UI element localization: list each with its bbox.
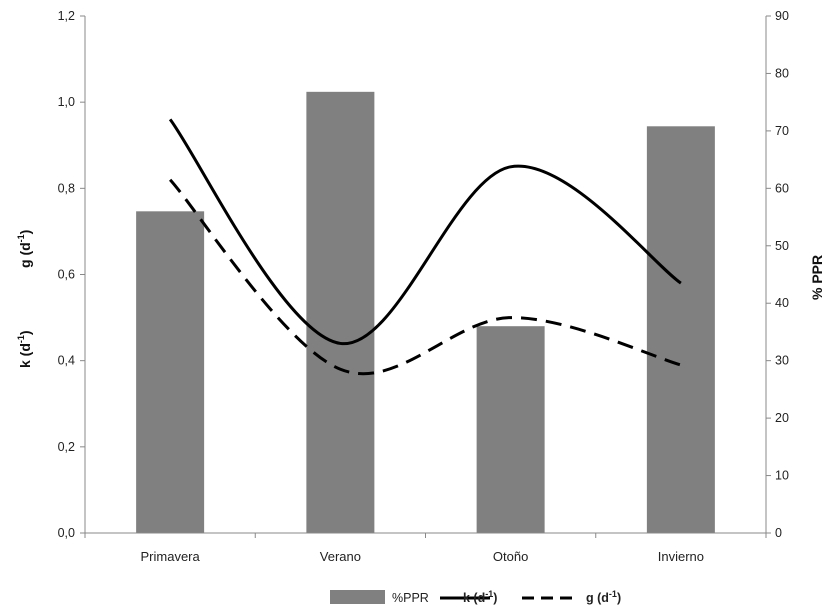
right-tick-label: 30 — [775, 354, 789, 368]
category-label: Verano — [320, 549, 361, 564]
left-tick-label: 0,6 — [58, 268, 75, 282]
left-axis-ticks: 0,0 0,2 0,4 0,6 0,8 1,0 1,2 — [58, 9, 85, 540]
left-tick-label: 0,0 — [58, 526, 75, 540]
right-tick-label: 60 — [775, 181, 789, 195]
right-tick-label: 10 — [775, 469, 789, 483]
line-series-group — [168, 118, 682, 376]
bar-2 — [306, 91, 375, 534]
bar-1 — [136, 211, 205, 534]
line-k — [168, 118, 682, 345]
right-tick-label: 40 — [775, 296, 789, 310]
legend-label-ppr: %PPR — [392, 591, 429, 605]
left-axis-title-g: g (d-1) — [16, 230, 33, 268]
legend-swatch-ppr — [330, 590, 385, 604]
right-tick-label: 70 — [775, 124, 789, 138]
legend-label-k: k (d-1) — [463, 589, 497, 605]
right-tick-label: 90 — [775, 9, 789, 23]
legend: %PPR k (d-1) g (d-1) — [330, 589, 621, 605]
bar-3 — [476, 326, 545, 533]
right-tick-label: 50 — [775, 239, 789, 253]
left-tick-label: 0,8 — [58, 181, 75, 195]
left-tick-label: 1,2 — [58, 9, 75, 23]
bar-4 — [646, 126, 715, 533]
right-axis-ticks: 0 10 20 30 40 50 60 70 80 90 — [766, 9, 789, 540]
right-axis-title: % PPR — [809, 255, 825, 300]
left-axis-title-k: k (d-1) — [16, 330, 33, 368]
left-tick-label: 1,0 — [58, 95, 75, 109]
left-tick-label: 0,4 — [58, 354, 75, 368]
bar-series-ppr — [136, 91, 715, 534]
left-tick-label: 0,2 — [58, 440, 75, 454]
category-label: Otoño — [493, 549, 528, 564]
right-tick-label: 20 — [775, 411, 789, 425]
category-label: Primavera — [141, 549, 201, 564]
category-label: Invierno — [658, 549, 704, 564]
line-g — [169, 178, 682, 376]
right-tick-label: 0 — [775, 526, 782, 540]
legend-label-g: g (d-1) — [586, 589, 621, 605]
right-tick-label: 80 — [775, 66, 789, 80]
category-labels: Primavera Verano Otoño Invierno — [141, 549, 705, 564]
